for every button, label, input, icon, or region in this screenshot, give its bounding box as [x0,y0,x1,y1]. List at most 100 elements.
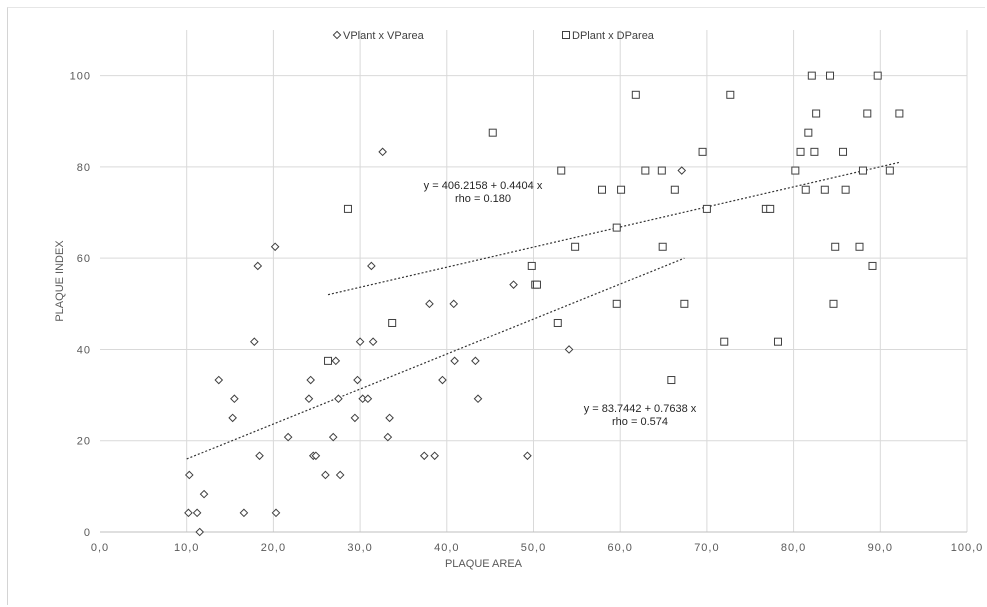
diamond-point [383,432,393,442]
y-tick-label: 20 [77,436,91,448]
diamond-point [270,242,280,252]
diamond-point [283,432,293,442]
diamond-point [255,451,264,461]
square-point [571,242,580,251]
y-axis-title: PLAQUE INDEX [54,240,66,322]
diamond-point [184,508,193,518]
square-point [855,242,864,251]
square-point [527,261,536,270]
diamond-point [214,375,224,385]
x-tick-label: 50,0 [521,542,546,554]
square-point [720,337,729,346]
x-tick-label: 40,0 [434,542,459,554]
square-point [612,299,621,308]
square-point [807,71,816,80]
diamond-point [192,508,202,518]
trendline [186,257,685,460]
square-point [557,166,566,175]
diamond-point [368,337,378,347]
diamond-point [199,489,209,499]
square-point [895,109,904,118]
square-point [488,128,497,137]
diamond-point [430,451,439,461]
square-point [388,318,397,327]
trendlines [186,161,900,460]
diamond-point [334,394,343,404]
square-point [858,166,867,175]
diamond-point [523,451,532,461]
diamond-point [419,451,429,461]
square-point [796,147,805,156]
legend-label: DPlant x DParea [572,30,655,42]
square-point [617,185,626,194]
y-tick-label: 100 [70,71,91,83]
diamond-point [306,375,315,385]
diamond-point [250,337,259,347]
square-point [804,128,813,137]
diamond-point [350,413,360,423]
square-point [812,109,821,118]
square-point [766,204,775,213]
diamond-point [385,413,394,423]
square-point [831,242,840,251]
legend-label: VPlant x VParea [343,30,425,42]
diamond-point [425,299,434,309]
regression-rho: rho = 0.574 [612,416,668,428]
y-axis-ticks: 0 20 40 60 80 100 [70,71,91,539]
square-point [820,185,829,194]
square-point [868,261,877,270]
diamond-point [304,394,314,404]
square-point [597,185,606,194]
diamond-point [438,375,447,385]
square-point [829,299,838,308]
diamond-point [473,394,483,404]
diamond-point [363,394,373,404]
square-point [791,166,800,175]
x-tick-label: 80,0 [781,542,806,554]
square-point [773,337,782,346]
diamond-point [378,147,387,157]
x-tick-label: 0,0 [91,542,109,554]
diamond-point [184,470,194,480]
square-point [810,147,819,156]
diamond-point [450,356,459,366]
diamond-point [311,451,321,461]
diamond-point [353,375,362,385]
square-point [839,147,848,156]
diamond-point [321,470,330,480]
chart-frame [7,7,985,605]
y-tick-label: 40 [77,344,91,356]
y-tick-label: 80 [77,162,91,174]
square-point [826,71,835,80]
diamond-point [564,345,574,354]
square-point [612,223,621,232]
square-point [702,204,711,213]
x-tick-label: 20,0 [261,542,286,554]
diamond-point [230,394,239,404]
regression-equation: y = 406.2158 + 0.4404 x [424,180,543,192]
regression-rho: rho = 0.180 [455,193,511,205]
diamond-point [335,470,345,480]
square-point [680,299,689,308]
square-point [641,166,650,175]
square-point [562,31,570,39]
square-point [801,185,810,194]
diamond-point [228,413,237,423]
diamond-point [677,166,687,175]
square-point [873,71,882,80]
x-axis-ticks: 0,0 10,0 20,0 30,0 40,0 50,0 60,0 70,0 80,0 90,0 1… [91,542,984,554]
square-point [863,109,872,118]
square-point [885,166,894,175]
x-tick-label: 100,0 [951,542,984,554]
legend: VPlant x VParea DPlant x DParea [332,30,655,42]
diamond-point [328,432,338,442]
x-tick-label: 90,0 [868,542,893,554]
x-tick-label: 70,0 [694,542,719,554]
square-point [698,147,707,156]
diamond-point [253,261,263,271]
horizontal-gridlines [100,75,967,442]
square-point [667,376,676,385]
square-point [657,166,666,175]
